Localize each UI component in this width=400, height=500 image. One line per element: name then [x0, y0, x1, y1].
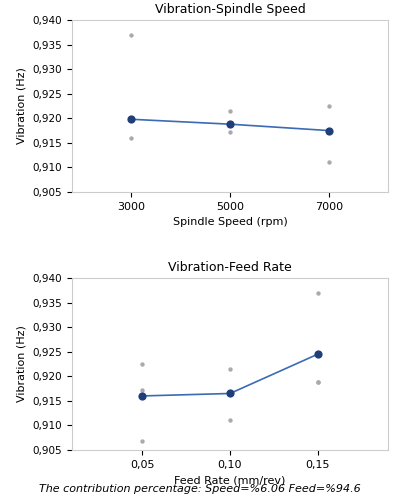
Point [314, 378, 321, 386]
Point [314, 378, 321, 386]
Point [128, 116, 134, 124]
Point [227, 128, 233, 136]
Point [326, 158, 332, 166]
X-axis label: Spindle Speed (rpm): Spindle Speed (rpm) [173, 218, 287, 228]
Text: The contribution percentage: Speed=%6.06 Feed=%94.6: The contribution percentage: Speed=%6.06… [39, 484, 361, 494]
Point [227, 390, 233, 398]
Point [227, 390, 233, 398]
Title: Vibration-Spindle Speed: Vibration-Spindle Speed [155, 3, 305, 16]
Point [128, 134, 134, 142]
Point [227, 416, 233, 424]
Y-axis label: Vibration (Hz): Vibration (Hz) [17, 326, 27, 402]
Point [314, 350, 321, 358]
Point [128, 31, 134, 39]
Y-axis label: Vibration (Hz): Vibration (Hz) [17, 68, 27, 144]
Title: Vibration-Feed Rate: Vibration-Feed Rate [168, 261, 292, 274]
Point [326, 126, 332, 134]
Point [326, 102, 332, 110]
Point [227, 107, 233, 115]
Point [139, 392, 146, 400]
Point [314, 289, 321, 297]
Point [326, 126, 332, 134]
Point [227, 120, 233, 128]
Point [139, 360, 146, 368]
X-axis label: Feed Rate (mm/rev): Feed Rate (mm/rev) [174, 476, 286, 486]
Point [139, 386, 146, 394]
Point [139, 437, 146, 445]
Point [227, 365, 233, 373]
